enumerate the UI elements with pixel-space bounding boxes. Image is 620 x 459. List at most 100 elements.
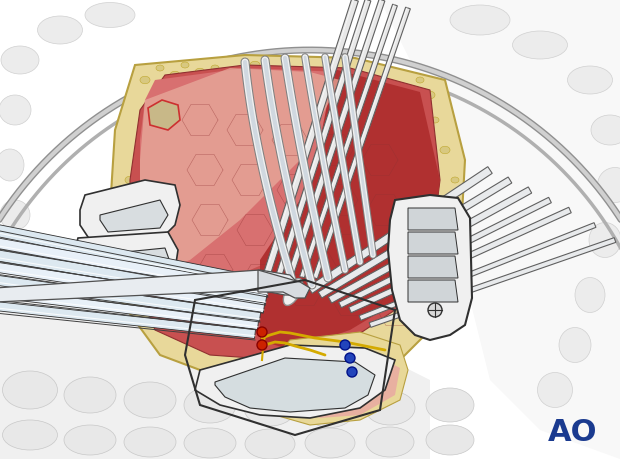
Ellipse shape [2,420,58,450]
Polygon shape [408,280,458,302]
Ellipse shape [64,425,116,455]
Ellipse shape [513,31,567,59]
Polygon shape [388,195,472,340]
Polygon shape [359,223,596,320]
Ellipse shape [245,429,295,459]
Polygon shape [195,345,395,418]
Polygon shape [262,0,358,281]
Polygon shape [285,352,400,418]
Polygon shape [380,0,620,459]
Ellipse shape [0,149,24,181]
Polygon shape [329,187,532,303]
Polygon shape [318,177,512,298]
Ellipse shape [124,382,176,418]
Polygon shape [369,238,616,327]
Ellipse shape [126,267,134,273]
Polygon shape [349,207,571,313]
Polygon shape [215,358,375,412]
Polygon shape [0,260,430,459]
Ellipse shape [186,82,194,88]
Ellipse shape [156,65,164,71]
Circle shape [428,303,442,317]
Polygon shape [0,302,255,338]
Ellipse shape [120,246,130,254]
Ellipse shape [184,387,236,423]
Ellipse shape [451,177,459,183]
Ellipse shape [250,61,260,69]
Ellipse shape [366,427,414,457]
Polygon shape [408,208,458,230]
Ellipse shape [0,95,31,125]
Polygon shape [0,270,300,302]
Polygon shape [0,289,259,330]
Ellipse shape [365,391,415,425]
Polygon shape [0,224,271,291]
Ellipse shape [125,176,135,184]
Polygon shape [148,100,180,130]
Ellipse shape [140,76,150,84]
Ellipse shape [146,97,154,103]
Polygon shape [339,197,551,308]
Ellipse shape [170,71,180,79]
Ellipse shape [425,91,435,99]
Ellipse shape [426,388,474,422]
Ellipse shape [211,65,219,71]
Ellipse shape [426,425,474,455]
Polygon shape [0,238,269,297]
Ellipse shape [205,86,215,94]
Polygon shape [0,262,265,313]
Polygon shape [0,275,260,322]
Polygon shape [260,332,408,425]
Polygon shape [308,167,492,293]
Polygon shape [408,232,458,254]
Ellipse shape [431,117,439,123]
Ellipse shape [37,16,82,44]
Ellipse shape [85,2,135,28]
Ellipse shape [64,377,116,413]
Ellipse shape [165,86,175,94]
Polygon shape [80,180,180,245]
Ellipse shape [225,71,235,79]
Polygon shape [258,270,310,298]
Ellipse shape [120,286,130,294]
Ellipse shape [305,392,355,427]
Polygon shape [76,232,178,282]
Ellipse shape [184,428,236,458]
Polygon shape [0,250,267,305]
Polygon shape [100,200,168,232]
Ellipse shape [0,200,30,230]
Polygon shape [92,248,170,274]
Ellipse shape [305,428,355,458]
Ellipse shape [538,373,572,408]
Ellipse shape [559,328,591,363]
Ellipse shape [121,197,129,203]
Ellipse shape [416,77,424,83]
Polygon shape [287,0,385,277]
Polygon shape [275,0,371,279]
Ellipse shape [126,217,134,223]
Ellipse shape [591,115,620,145]
Polygon shape [130,65,440,360]
Ellipse shape [283,279,303,305]
Ellipse shape [440,146,450,154]
Ellipse shape [450,5,510,35]
Ellipse shape [181,62,189,68]
Polygon shape [110,55,465,390]
Polygon shape [408,256,458,278]
Ellipse shape [455,216,465,224]
Circle shape [340,340,350,350]
Ellipse shape [589,223,620,257]
Polygon shape [312,7,410,279]
Ellipse shape [1,46,39,74]
Ellipse shape [236,67,244,73]
Circle shape [257,327,267,337]
Polygon shape [140,68,420,280]
Circle shape [345,353,355,363]
Ellipse shape [266,67,274,73]
Ellipse shape [124,427,176,457]
Ellipse shape [575,278,605,313]
Polygon shape [299,4,397,278]
Circle shape [257,340,267,350]
Circle shape [347,367,357,377]
Ellipse shape [244,390,296,426]
